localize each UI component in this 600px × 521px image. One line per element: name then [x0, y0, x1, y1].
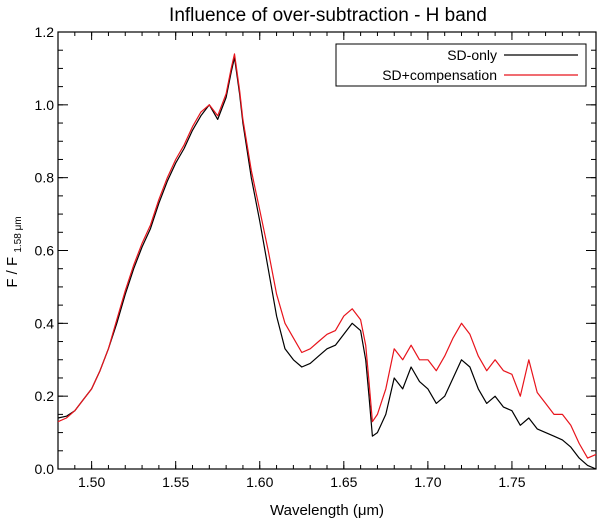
series-line-sd-compensation — [57, 53, 597, 459]
x-ticks: 1.50 1.55 1.60 1.65 1.70 1.75 — [57, 32, 597, 490]
x-tick-label: 1.55 — [162, 474, 189, 490]
legend: SD-only SD+compensation — [335, 43, 587, 87]
y-tick-label: 0.0 — [35, 461, 55, 477]
y-tick-label: 0.4 — [35, 315, 55, 331]
legend-label-sd-only: SD-only — [447, 47, 497, 63]
y-tick-label: 0.2 — [35, 388, 55, 404]
y-tick-label: 1.2 — [35, 24, 55, 40]
plot-area: 1.50 1.55 1.60 1.65 1.70 1.75 0.0 0.2 0.4 0.6 0.8… — [35, 24, 597, 490]
x-tick-label: 1.50 — [78, 474, 105, 490]
legend-label-sd-compensation: SD+compensation — [382, 67, 497, 83]
y-axis-label-main: F / F — [4, 257, 21, 288]
y-tick-label: 0.6 — [35, 243, 55, 259]
x-tick-label: 1.75 — [498, 474, 525, 490]
x-tick-label: 1.60 — [246, 474, 273, 490]
y-tick-label: 1.0 — [35, 97, 55, 113]
series-layer — [57, 53, 597, 470]
series-line-sd-only — [57, 56, 597, 470]
x-tick-label: 1.65 — [330, 474, 357, 490]
y-ticks: 0.0 0.2 0.4 0.6 0.8 1.0 1.2 — [35, 24, 596, 477]
y-tick-label: 0.8 — [35, 170, 55, 186]
x-axis-label: Wavelength (μm) — [270, 502, 384, 519]
svg-text:F / F 1.58 μm: F / F 1.58 μm — [4, 216, 24, 287]
y-axis-label: F / F 1.58 μm — [4, 216, 24, 287]
chart-title: Influence of over-subtraction - H band — [169, 5, 487, 26]
y-axis-label-subscript: 1.58 μm — [13, 216, 24, 252]
legend-box — [335, 43, 587, 87]
x-tick-label: 1.70 — [414, 474, 441, 490]
